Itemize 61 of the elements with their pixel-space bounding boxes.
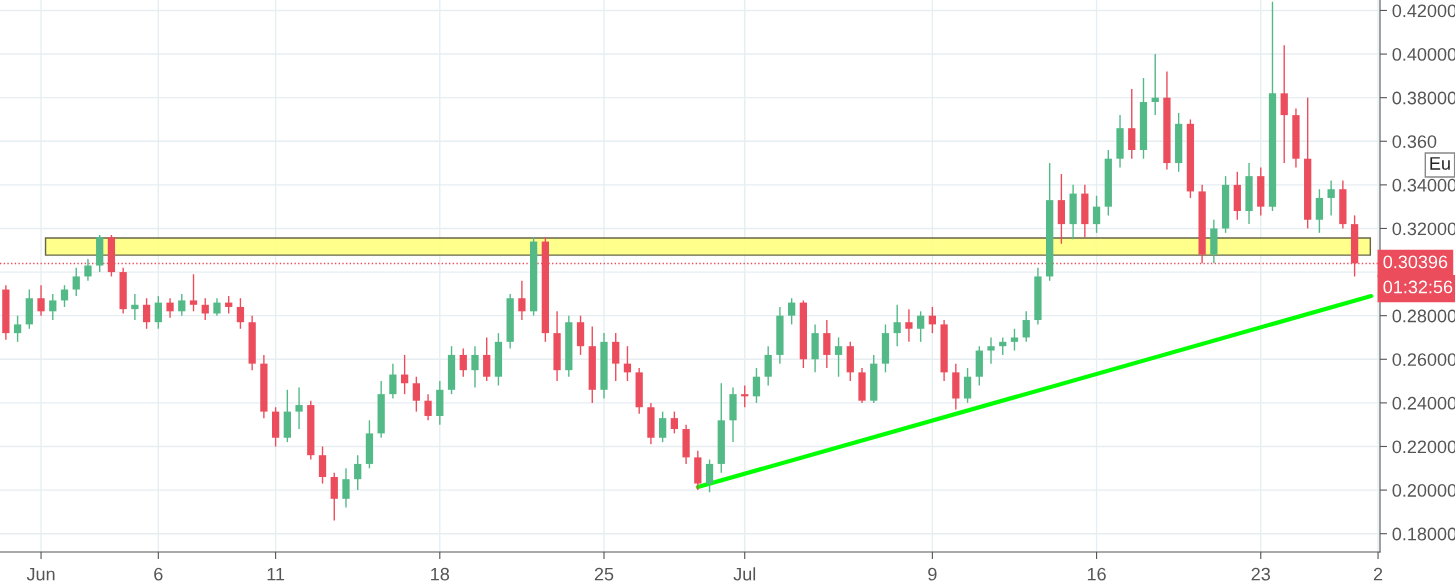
candlestick — [354, 454, 362, 491]
candlestick — [1128, 88, 1136, 160]
candlestick — [1022, 310, 1030, 343]
candlestick — [1315, 188, 1324, 234]
candlestick — [154, 295, 162, 330]
candlestick — [389, 362, 397, 400]
candlestick — [788, 297, 796, 326]
text: Eu — [1430, 157, 1450, 170]
candlestick — [318, 445, 327, 485]
candlestick — [752, 367, 761, 404]
candlestick — [705, 458, 714, 493]
candlestick — [295, 386, 303, 430]
candlestick — [670, 410, 678, 435]
x-tick-label: 18 — [431, 567, 450, 581]
x-tick-label: Jun — [26, 567, 55, 581]
candlestick — [963, 367, 972, 404]
candlestick — [893, 304, 901, 347]
candlestick — [1280, 44, 1288, 164]
x-tick-label: 25 — [594, 567, 614, 581]
candlestick — [659, 410, 667, 443]
candlestick — [330, 471, 338, 522]
candlestick — [987, 336, 995, 365]
candlestick — [823, 319, 831, 369]
candlestick — [764, 345, 772, 387]
candlestick — [459, 347, 467, 378]
x-tick-label: 16 — [1087, 567, 1106, 581]
candlestick — [131, 293, 139, 321]
candlestick — [236, 297, 245, 330]
candlestick — [37, 284, 45, 317]
candlestick — [166, 297, 174, 319]
candlestick — [471, 345, 479, 389]
candlestick — [189, 273, 198, 313]
text: 01:32:56 — [1383, 280, 1453, 294]
candlestick — [1010, 328, 1019, 352]
candlestick — [518, 280, 526, 321]
x-tick-label: 9 — [928, 567, 937, 581]
candlestick — [576, 314, 585, 356]
ref-line-label: 0.30396 — [1383, 255, 1448, 269]
candlestick — [905, 308, 913, 343]
candlestick — [1327, 179, 1335, 217]
candlestick — [483, 336, 491, 382]
candlestick — [834, 336, 843, 378]
candlestick — [917, 310, 925, 343]
candlestick — [13, 314, 22, 343]
x-tick-label: 11 — [267, 567, 285, 581]
candlestick — [412, 376, 420, 413]
y-tick-label: 0.360 — [1392, 135, 1437, 148]
candlestick — [49, 293, 57, 321]
candlestick — [612, 332, 620, 382]
x-tick-label: 6 — [154, 567, 163, 581]
candlestick — [142, 297, 151, 330]
candlestick — [84, 258, 92, 282]
x-tick-label: 23 — [1251, 567, 1271, 581]
candlestick — [1057, 173, 1066, 245]
candlestick — [424, 393, 432, 422]
candlestick — [72, 267, 80, 297]
x-tick-label: Jul — [733, 567, 756, 581]
candlestick — [178, 293, 186, 317]
candlestick — [1092, 195, 1101, 234]
x-tick-label: 2 — [1373, 567, 1383, 581]
candlestick — [342, 467, 350, 509]
